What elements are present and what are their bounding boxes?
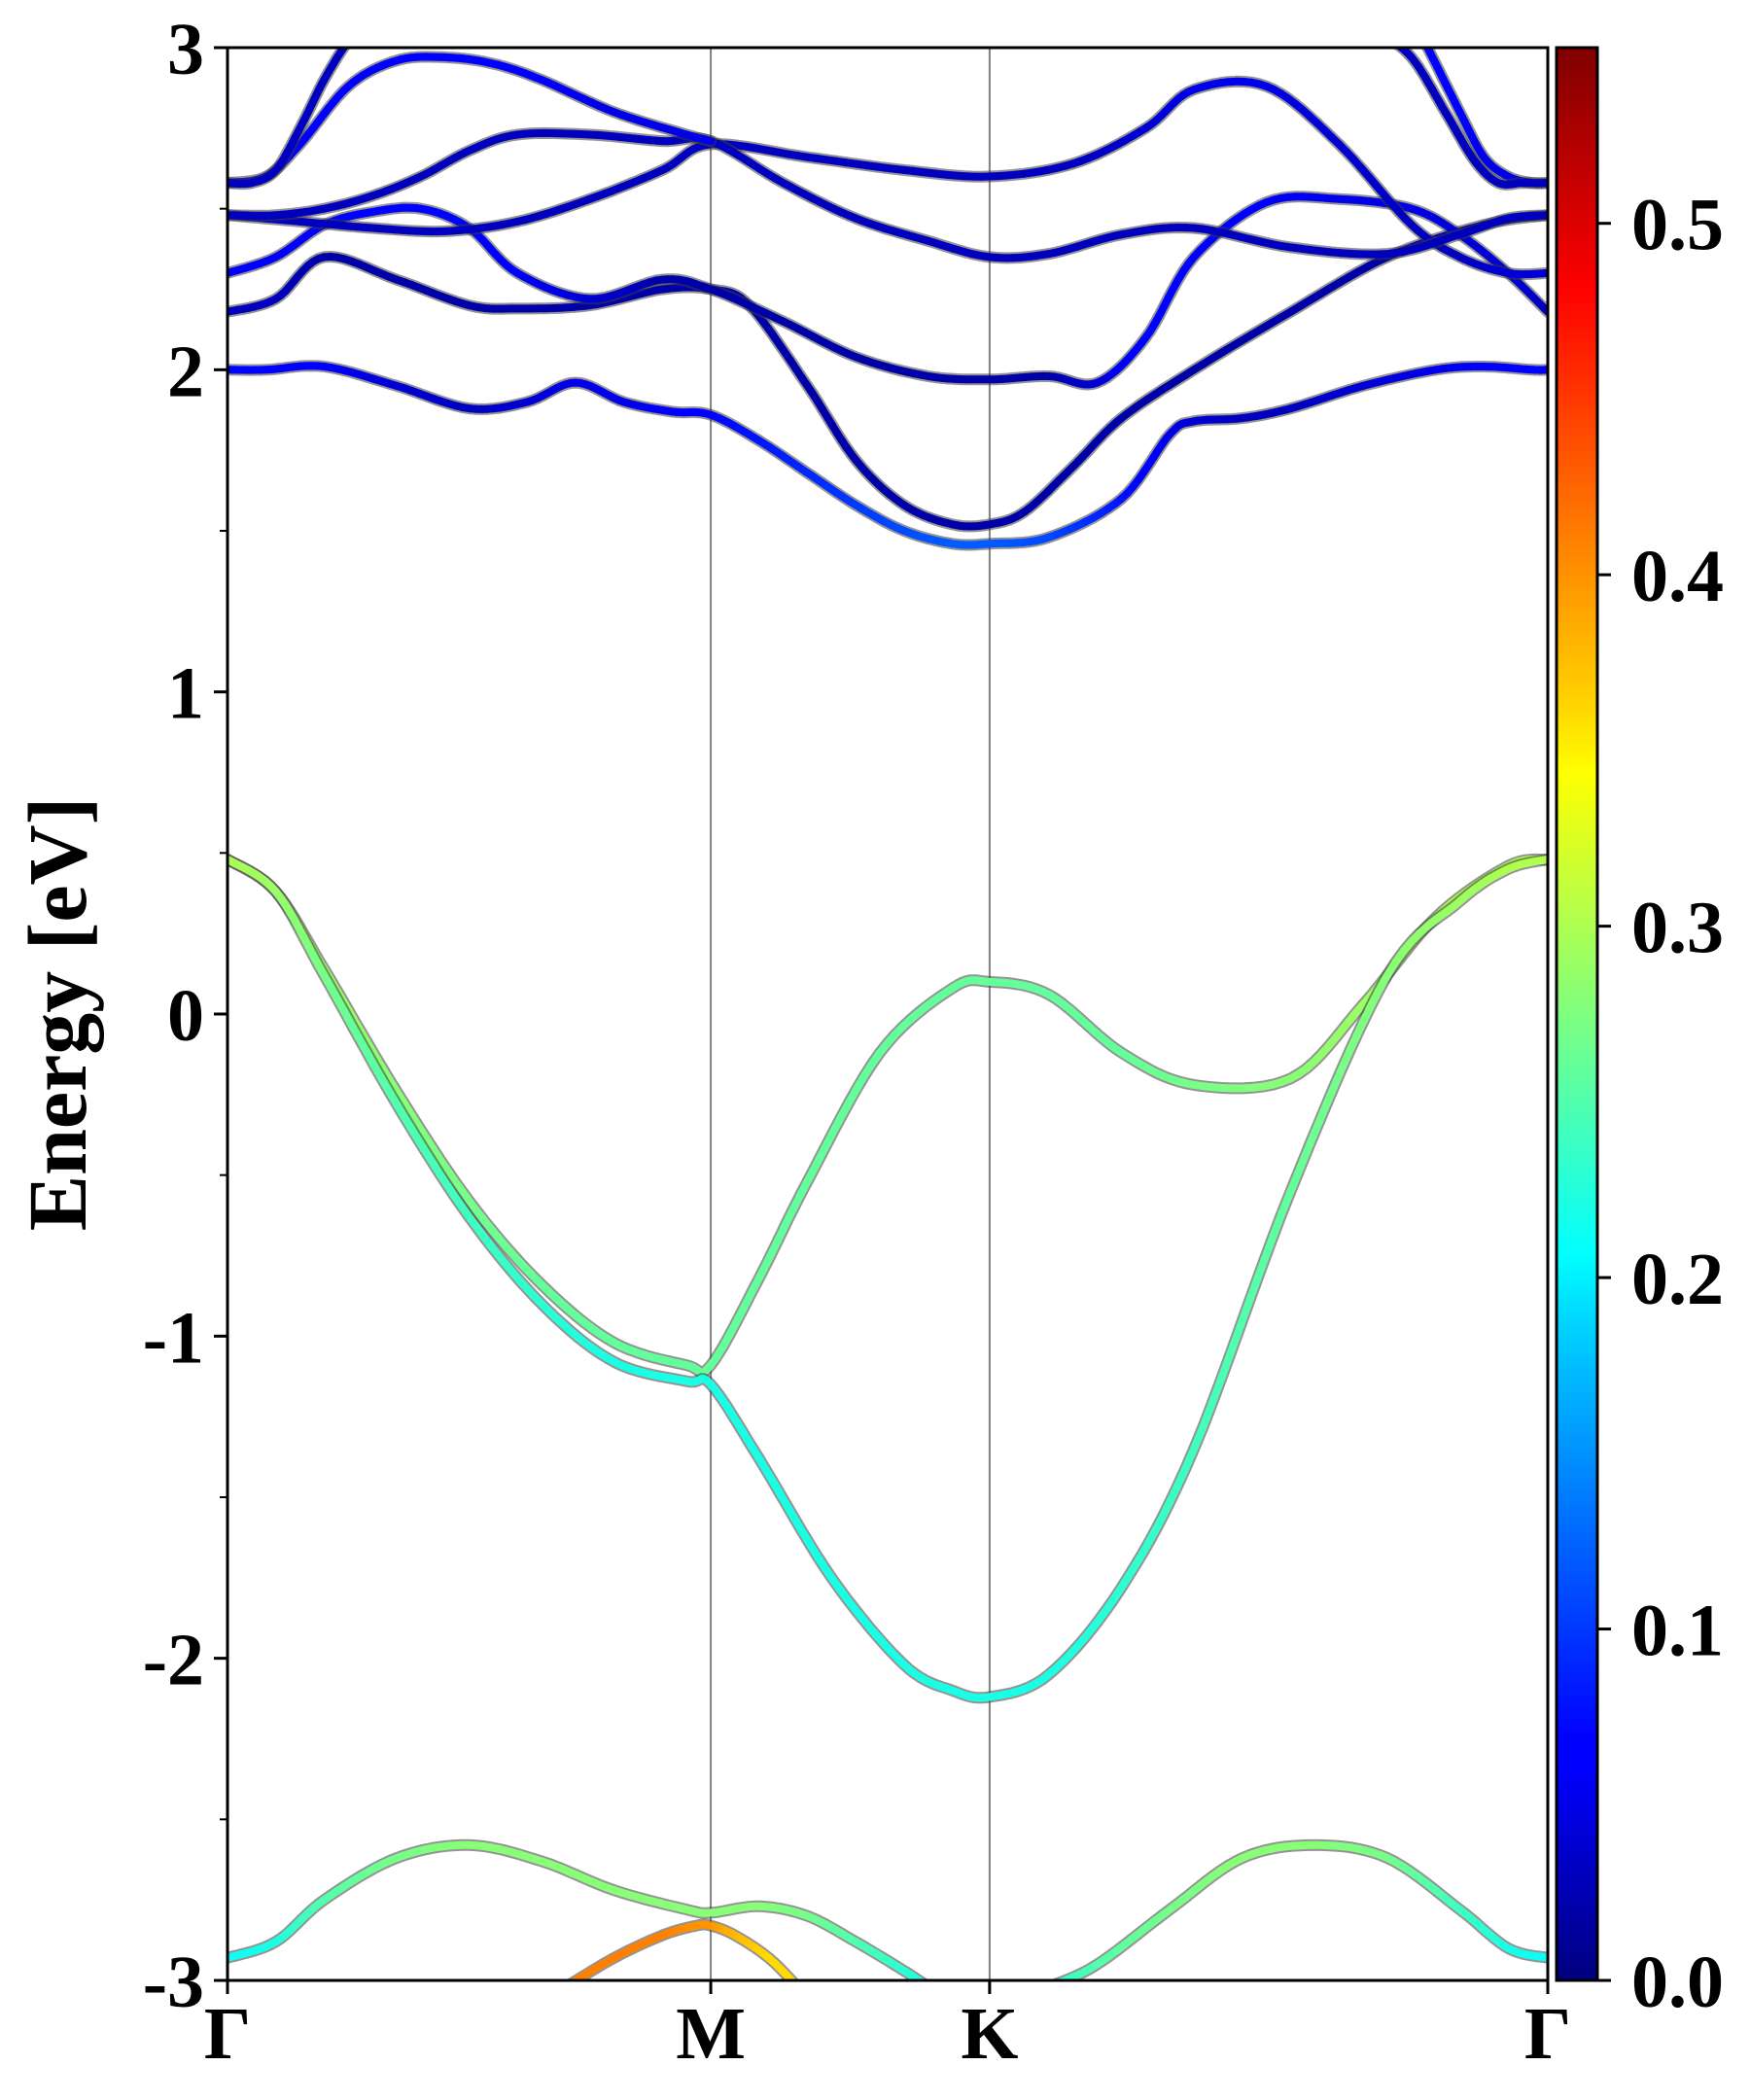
- band-segment: [368, 18, 369, 20]
- band-segment: [1257, 1238, 1276, 1274]
- band-segment: [371, 16, 373, 18]
- band-segment: [796, 1985, 798, 1987]
- band-lines: [228, 16, 1548, 1987]
- band-segment: [1419, 31, 1422, 36]
- colorbar-ticks: 0.0 0.1 0.2 0.3 0.4 0.5: [1597, 185, 1724, 2023]
- colorbar-tick-label: 0.3: [1631, 888, 1724, 969]
- band-segment: [1378, 31, 1380, 33]
- band-outline: [228, 853, 1548, 1379]
- band-segment: [1418, 26, 1420, 31]
- x-tick-label: M: [676, 1993, 746, 2075]
- band-segment: [1412, 16, 1414, 18]
- band-segment: [362, 23, 365, 26]
- y-tick-label: 3: [167, 9, 204, 90]
- band-segment: [1326, 1068, 1345, 1100]
- x-tick-label: Γ: [1524, 1993, 1571, 2075]
- band-segment: [1316, 1091, 1335, 1123]
- band-segment: [1054, 1978, 1063, 1980]
- band-segment: [1277, 1187, 1295, 1220]
- band-segment: [1227, 1320, 1245, 1356]
- plot-area: [710, 48, 991, 1980]
- band-segment: [1415, 22, 1417, 27]
- band-segment: [1208, 1375, 1226, 1409]
- y-tick-label: 0: [167, 975, 204, 1057]
- colorbar: [1555, 46, 1599, 1982]
- y-tick-label: 2: [167, 331, 204, 412]
- band-segment: [1237, 1293, 1255, 1329]
- band-segment: [569, 1978, 576, 1980]
- band-outline: [228, 1838, 929, 1980]
- y-axis-title: Energy [eV]: [11, 797, 104, 1232]
- axes: -3 -2 -1 0 1 2 3 Γ M K Γ: [143, 9, 1571, 2075]
- band-segment: [1388, 39, 1392, 42]
- band-7: [228, 16, 373, 191]
- y-tick-label: -3: [143, 1942, 204, 2023]
- band-segment: [348, 38, 351, 41]
- band-segment: [790, 1978, 797, 1980]
- band-segment: [369, 17, 371, 18]
- band-segment: [343, 48, 349, 49]
- band-segment: [354, 32, 357, 35]
- x-tick-label: Γ: [204, 1993, 251, 2075]
- band-9: [1378, 31, 1548, 191]
- colorbar-tick-label: 0.1: [1631, 1591, 1724, 1672]
- band-segment: [1296, 1138, 1314, 1172]
- band-segment: [1217, 1348, 1236, 1383]
- band-segment: [1382, 35, 1385, 37]
- band-segment: [1380, 33, 1382, 35]
- band-segment: [1286, 1163, 1305, 1196]
- x-tick-label: K: [961, 1993, 1018, 2075]
- band-segment: [357, 29, 360, 32]
- band-segment: [351, 35, 354, 38]
- band-segment: [926, 1985, 928, 1986]
- band-segment: [1049, 1985, 1052, 1986]
- band-1: [228, 360, 1548, 551]
- band-segment: [1052, 1984, 1056, 1985]
- band-segment: [1199, 1400, 1216, 1432]
- colorbar-tick-label: 0.2: [1631, 1239, 1724, 1320]
- band-segment: [566, 1985, 569, 1987]
- y-tick-label: -1: [143, 1297, 204, 1379]
- band-5: [228, 126, 1548, 264]
- band-segment: [1385, 37, 1389, 39]
- band-segment: [1422, 37, 1425, 43]
- band-segment: [1306, 1114, 1325, 1147]
- band-outline: [228, 854, 1548, 1704]
- band-segment: [1246, 1265, 1265, 1301]
- band-segment: [365, 21, 368, 23]
- band-segment: [1392, 41, 1396, 44]
- colorbar-tick-label: 0.0: [1631, 1942, 1724, 2023]
- band-14: [565, 1918, 800, 1987]
- y-tick-label: 1: [167, 653, 204, 735]
- band-outline: [228, 48, 351, 191]
- band-13: [1049, 1838, 1548, 1986]
- band-segment: [1413, 18, 1415, 22]
- colorbar-tick-label: 0.4: [1631, 536, 1724, 617]
- band-segment: [359, 26, 362, 29]
- band-10: [228, 853, 1548, 1379]
- band-11: [228, 854, 1548, 1704]
- band-segment: [921, 1979, 927, 1980]
- band-segment: [1336, 1045, 1354, 1076]
- colorbar-tick-label: 0.5: [1631, 185, 1724, 266]
- band-12: [228, 1838, 929, 1987]
- band-segment: [1267, 1211, 1285, 1246]
- band-segment: [927, 1986, 928, 1987]
- band-segment: [918, 1978, 927, 1980]
- y-tick-label: -2: [143, 1620, 204, 1701]
